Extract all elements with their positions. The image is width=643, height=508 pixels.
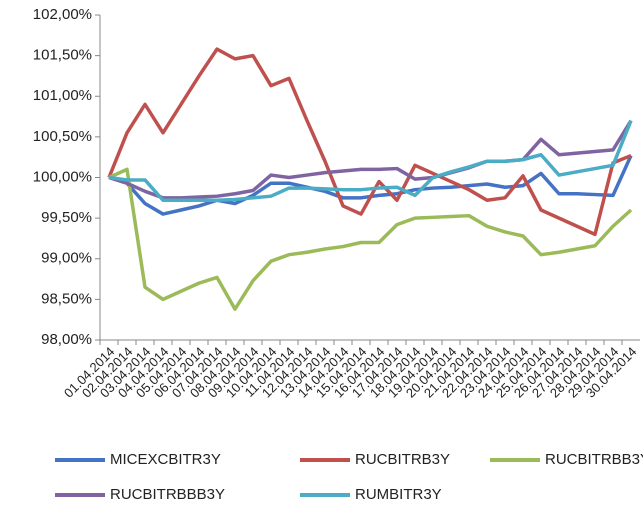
series-line: [107, 47, 632, 237]
legend-label: RUCBITRB3Y: [355, 451, 450, 468]
y-tick-label: 99,50%: [41, 209, 92, 226]
legend-label: RUCBITRBB3Y: [545, 451, 643, 468]
legend-label: RUCBITRBBB3Y: [110, 486, 225, 503]
series-line: [108, 154, 633, 216]
y-tick-label: 101,00%: [33, 87, 92, 104]
y-tick-label: 98,50%: [41, 290, 92, 307]
series-line: [108, 119, 633, 200]
y-tick-label: 100,50%: [33, 128, 92, 145]
legend-label: RUMBITR3Y: [355, 486, 442, 503]
series-line: [108, 119, 633, 202]
series-line: [108, 167, 633, 311]
y-tick-label: 98,00%: [41, 331, 92, 348]
y-tick-label: 101,50%: [33, 47, 92, 64]
y-tick-label: 100,00%: [33, 168, 92, 185]
y-tick-label: 99,00%: [41, 250, 92, 267]
legend-label: MICEXCBITR3Y: [110, 451, 221, 468]
y-tick-label: 102,00%: [33, 6, 92, 23]
